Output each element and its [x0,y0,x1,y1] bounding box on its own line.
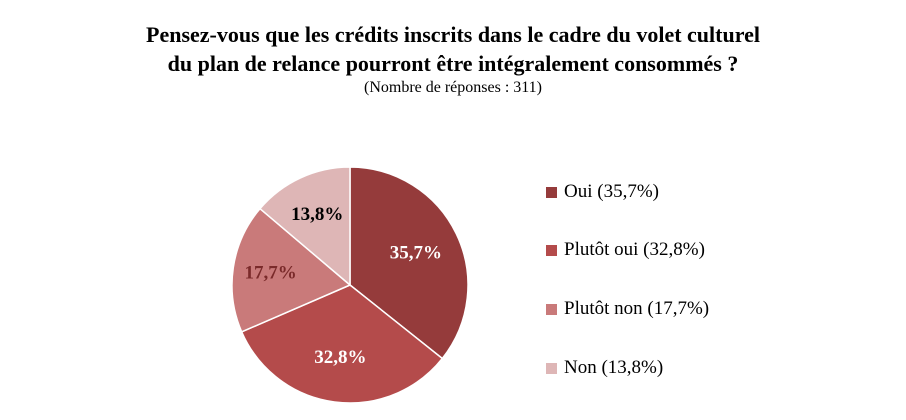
legend-swatch-non [546,362,557,374]
pie-label-non: 13,8% [291,204,343,225]
legend-label-plutot-non: Plutôt non (17,7%) [564,298,710,319]
legend-label-plutot-oui: Plutôt oui (32,8%) [564,239,705,260]
chart-title-line-1: Pensez-vous que les crédits inscrits dan… [146,22,760,47]
pie-chart: 35,7% 32,8% 17,7% 13,8% [231,166,469,404]
pie-slice-plutot-non [231,207,352,333]
legend-swatch-oui [546,186,557,198]
legend-label-non: Non (13,8%) [564,357,664,378]
pie-label-oui: 35,7% [390,243,442,264]
chart-legend: Oui (35,7%) Plutôt oui (32,8%) Plutôt no… [546,0,886,420]
chart-subtitle: (Nombre de réponses : 311) [363,79,543,96]
chart-title-line-2: du plan de relance pourront être intégra… [167,51,739,76]
legend-swatch-plutot-oui [546,244,557,256]
pie-label-plutot-oui: 32,8% [314,347,366,368]
legend-swatch-plutot-non [546,303,557,315]
pie-slice-plutot-oui [240,284,444,404]
legend-item-oui: Oui (35,7%) [546,179,659,205]
legend-item-non: Non (13,8%) [546,355,663,381]
pie-slice-non [258,166,351,287]
pie-slice-oui [349,166,469,360]
pie-label-plutot-non: 17,7% [245,263,297,284]
legend-label-oui: Oui (35,7%) [564,181,659,202]
legend-item-plutot-non: Plutôt non (17,7%) [546,296,709,322]
legend-item-plutot-oui: Plutôt oui (32,8%) [546,237,705,263]
